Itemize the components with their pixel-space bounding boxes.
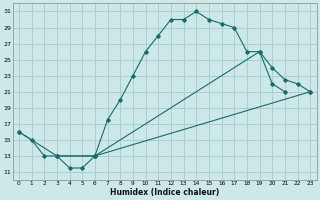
X-axis label: Humidex (Indice chaleur): Humidex (Indice chaleur) xyxy=(110,188,219,197)
